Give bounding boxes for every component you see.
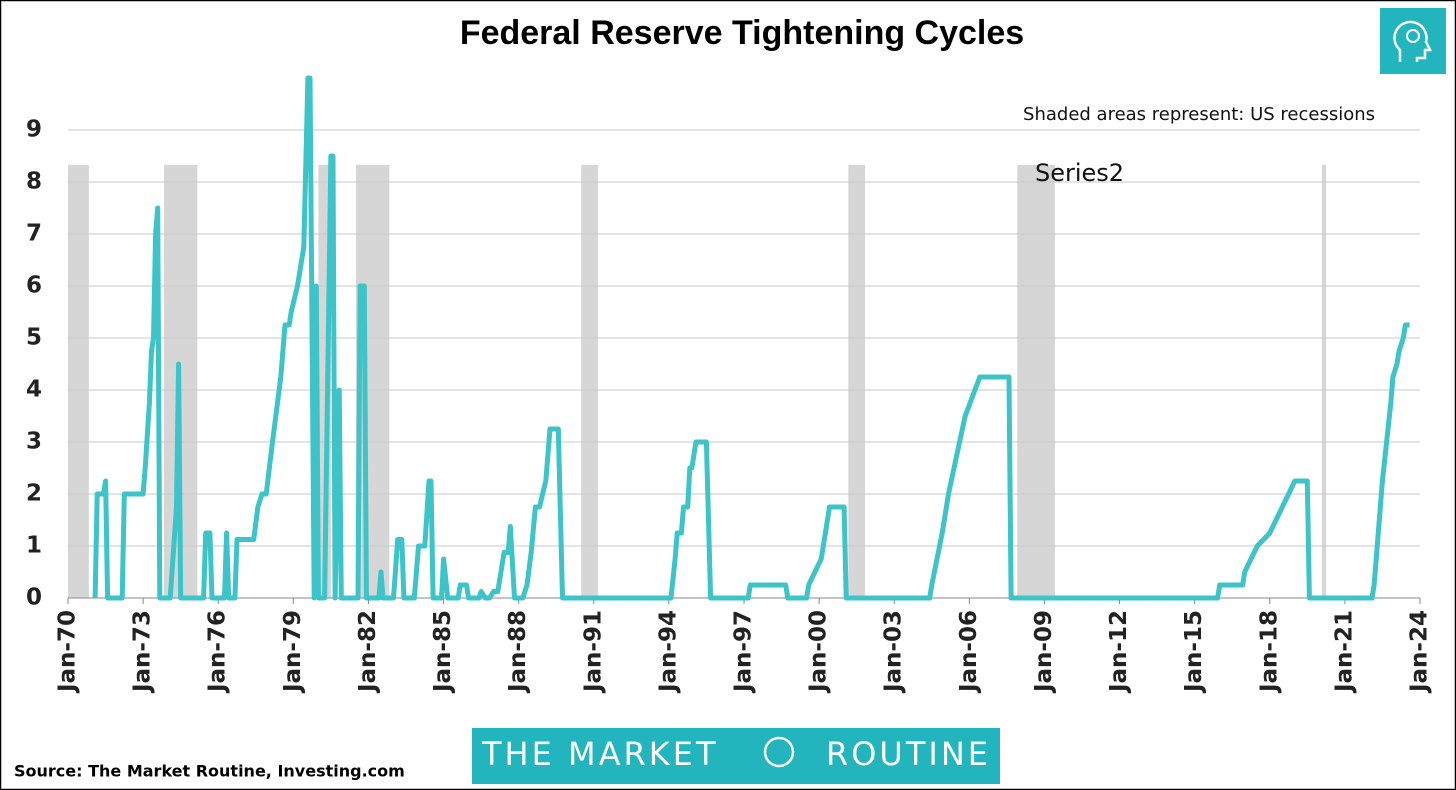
x-tick-label: Jan-09	[1031, 610, 1057, 694]
y-tick-label: 4	[26, 377, 42, 403]
x-tick-label: Jan-88	[505, 610, 531, 694]
recession-label: Series2	[1035, 159, 1124, 187]
x-tick-label: Jan-03	[881, 610, 907, 694]
corner-logo-icon	[1393, 20, 1433, 62]
y-tick-label: 8	[26, 169, 42, 195]
recession-band	[848, 164, 866, 598]
x-tick-label: Jan-70	[55, 610, 81, 694]
x-tick-label: Jan-79	[280, 610, 306, 694]
x-tick-label: Jan-24	[1407, 610, 1433, 694]
y-tick-label: 1	[26, 533, 42, 559]
y-tick-label: 3	[26, 429, 42, 455]
y-tick-label: 7	[26, 221, 42, 247]
y-tick-label: 0	[26, 585, 42, 611]
recession-band	[1321, 164, 1327, 598]
plot: Series2	[67, 75, 1421, 604]
x-tick-label: Jan-82	[355, 610, 381, 694]
x-tick-label: Jan-18	[1256, 610, 1282, 694]
y-tick-label: 5	[26, 325, 42, 351]
source: Source: The Market Routine, Investing.co…	[14, 762, 405, 781]
x-tick-label: Jan-97	[731, 610, 757, 694]
logo: THE MARKET ROUTINE	[472, 728, 1000, 784]
logo-text: THE MARKET	[481, 735, 718, 773]
line	[92, 75, 1410, 601]
x-tick-label: Jan-06	[956, 610, 982, 694]
x-tick-label: Jan-85	[430, 610, 456, 694]
y-tick-label: 9	[26, 117, 42, 143]
x-tick-label: Jan-73	[130, 610, 156, 694]
x-tick-label: Jan-12	[1106, 610, 1132, 694]
recession-band	[68, 164, 89, 598]
x-tick-label: Jan-21	[1331, 610, 1357, 694]
logo-bg	[472, 728, 1000, 784]
corner-logo-bulb	[1406, 29, 1420, 43]
x-tick-label: Jan-76	[205, 610, 231, 694]
logo-text: ROUTINE	[826, 735, 991, 773]
x-tick-label: Jan-15	[1181, 610, 1207, 694]
y-tick-label: 6	[26, 273, 42, 299]
chart-title: Federal Reserve Tightening Cycles	[460, 14, 1024, 52]
x-tick-label: Jan-00	[806, 610, 832, 694]
y-tick-label: 2	[26, 481, 42, 507]
note: Shaded areas represent: US recessions	[1023, 104, 1375, 125]
corner-logo	[1380, 8, 1446, 74]
x-tick-label: Jan-91	[580, 610, 606, 694]
logo-icon	[763, 736, 795, 768]
recession-band	[581, 164, 598, 598]
x-tick-label: Jan-94	[655, 610, 681, 694]
recession-band	[1017, 164, 1055, 598]
